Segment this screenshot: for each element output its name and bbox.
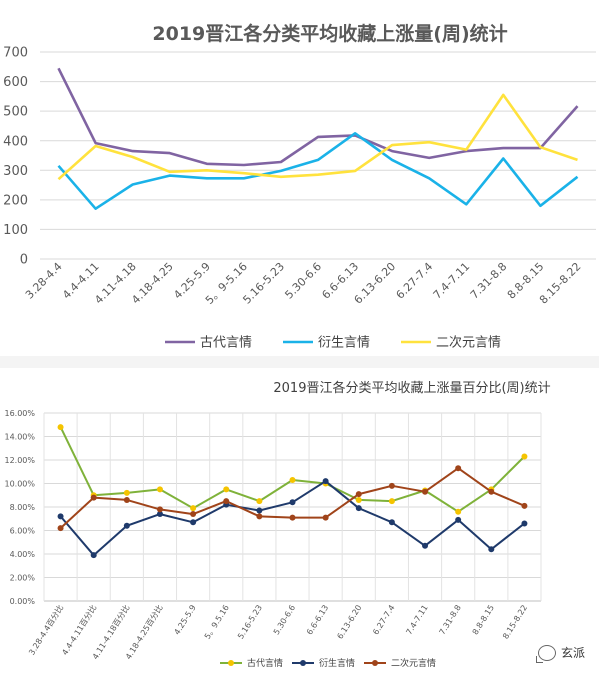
data-point [156,486,163,493]
x-tick-label: 4.25-5.9 [172,603,197,636]
x-tick-label: 3.28-4.4百分比 [26,603,65,657]
y-tick-label: 700 [3,46,28,61]
data-point [521,502,528,509]
data-point [322,478,329,485]
watermark-text: 玄派 [560,646,585,660]
data-point [422,488,429,495]
chart-bottom-title: 2019晋江各分类平均收藏上涨量百分比(周)统计 [273,380,550,396]
data-point [190,511,197,518]
legend-label: 古代言情 [247,657,283,669]
data-point [355,496,362,503]
y-tick-label: 4.00% [10,550,36,559]
x-tick-label: 7.31-8.8 [468,260,510,302]
y-tick-label: 14.00% [4,432,35,441]
data-point [156,511,163,518]
wechat-bubble-icon [535,644,556,663]
y-tick-label: 200 [3,193,28,208]
data-point [322,514,329,521]
data-point [289,514,296,521]
x-tick-label: 6.13-6.20 [335,603,363,640]
data-point [488,488,495,495]
legend-label: 二次元言情 [391,657,436,669]
y-tick-label: 12.00% [4,456,35,465]
data-point [521,520,528,527]
x-tick-label: 6.6-6.13 [305,603,330,636]
data-point [256,507,263,514]
data-point [123,522,130,529]
data-point [223,486,230,493]
legend-label: 衍生言情 [319,657,355,669]
data-point [156,506,163,513]
data-point [256,513,263,520]
series-line [57,132,579,210]
data-point [289,476,296,483]
data-point [289,499,296,506]
x-tick-label: 5.30-6.6 [272,603,297,636]
data-point [190,519,197,526]
x-tick-label: 8.15-8.22 [501,603,529,640]
y-tick-label: 6.00% [10,526,36,535]
x-tick-label: 6.27-7.4 [371,603,396,636]
y-tick-label: 10.00% [4,479,35,488]
legend-label: 二次元言情 [436,335,501,351]
data-point [355,491,362,498]
chart-bottom: 2019晋江各分类平均收藏上涨量百分比(周)统计 0.00% 2.00% 4.00%… [4,380,550,669]
y-tick-label: 8.00% [10,503,36,512]
data-point [488,546,495,553]
series-line [57,67,579,167]
data-point [455,508,462,515]
legend-label: 古代言情 [200,336,252,351]
watermark: 玄派 [535,644,585,663]
legend-marker [300,660,306,666]
y-tick-label: 0 [20,253,28,268]
data-point [455,465,462,472]
legend-label: 衍生言情 [318,336,370,351]
data-point [355,505,362,512]
chart-top-title: 2019晋江各分类平均收藏上涨量(周)统计 [152,22,507,45]
data-point [190,505,197,512]
x-tick-label: 5.16-5.23 [236,603,264,640]
y-tick-label: 2.00% [10,573,36,582]
data-point [455,516,462,523]
data-point [57,513,64,520]
x-tick-label: 5.30-6.6 [282,260,324,302]
section-divider [0,356,599,368]
y-tick-label: 400 [3,134,28,149]
x-tick-label: 7.4-7.11 [404,603,429,636]
x-tick-label: 3.28-4.4 [23,260,65,302]
y-tick-label: 100 [3,223,28,238]
data-point [57,525,64,532]
data-point [90,552,97,559]
y-tick-label: 500 [3,105,28,120]
data-point [388,482,395,489]
data-point [521,453,528,460]
x-tick-label: 7.4-7.11 [431,260,473,302]
data-point [90,494,97,501]
legend-marker [228,660,234,666]
data-point [123,489,130,496]
data-point [123,496,130,503]
data-point [223,498,230,505]
x-tick-label: 4.4-4.11百分比 [59,603,98,657]
data-point [422,542,429,549]
y-tick-label: 0.00% [10,597,36,606]
x-tick-label: 8.8-8.15 [471,603,496,636]
data-point [388,519,395,526]
data-point [57,424,64,431]
y-tick-label: 600 [3,75,28,90]
y-tick-label: 16.00% [4,409,35,418]
y-tick-label: 300 [3,164,28,179]
legend-marker [372,660,378,666]
data-point [388,498,395,505]
x-tick-label: 6.27-7.4 [394,260,436,302]
chart-top: 2019晋江各分类平均收藏上涨量(周)统计 0 100 200 300 400 500 60… [3,22,596,351]
x-tick-label: 7.31-8.8 [438,603,463,636]
x-tick-label: 5。9.5.16 [203,603,231,640]
data-point [256,498,263,505]
series-line [57,93,578,181]
